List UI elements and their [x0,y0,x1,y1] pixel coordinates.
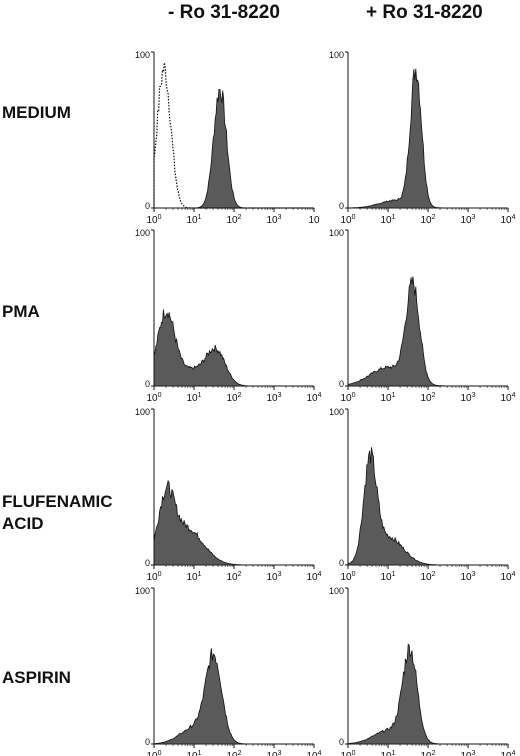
x-tick-label: 104 [500,392,515,404]
x-tick-label: 103 [460,750,475,756]
x-tick-label: 101 [380,214,395,226]
x-tick-label: 100 [146,392,161,404]
histogram-dotted-series [153,62,314,209]
y-tick-label: 0 [339,201,344,211]
x-tick-label: 101 [186,392,201,404]
histogram-panel: 0 100 100 101 102 103 10 [135,50,320,226]
y-tick-label: 100 [135,586,150,596]
x-tick-label: 102 [420,571,435,583]
x-tick-label: 104 [306,392,321,404]
x-tick-label: 100 [340,571,355,583]
x-tick-label: 104 [500,571,515,583]
histogram-filled-series [153,648,314,745]
x-tick-label: 103 [460,214,475,226]
histogram-filled-series [347,68,508,209]
y-tick-label: 100 [329,407,344,417]
row-label-line: MEDIUM [2,103,71,122]
y-tick-label: 100 [329,586,344,596]
x-tick-label: 101 [186,750,201,756]
histogram-filled-series [154,89,314,209]
row-label-flufenamic-acid: FLUFENAMIC ACID [2,491,112,535]
x-tick-label: 104 [306,571,321,583]
x-tick-label: 103 [266,214,281,226]
x-tick-label: 10 [308,215,320,226]
row-label-pma: PMA [2,301,40,323]
y-tick-label: 100 [329,228,344,238]
row-label-medium: MEDIUM [2,102,71,124]
x-tick-label: 102 [226,392,241,404]
row-label-line: ASPIRIN [2,668,71,687]
x-tick-label: 104 [500,214,515,226]
x-tick-label: 102 [420,392,435,404]
y-tick-label: 0 [145,379,150,389]
x-tick-label: 103 [460,571,475,583]
histogram-filled-series [153,479,314,566]
x-tick-label: 102 [226,214,241,226]
column-header-minus-ro: - Ro 31-8220 [168,2,280,23]
y-tick-label: 0 [339,379,344,389]
x-tick-label: 101 [186,214,201,226]
y-tick-label: 0 [339,558,344,568]
x-tick-label: 102 [226,750,241,756]
y-tick-label: 100 [135,228,150,238]
histogram-panel: 0 100 100 101 102 103 104 [329,407,516,583]
x-tick-label: 103 [266,750,281,756]
x-tick-label: 104 [500,750,515,756]
x-tick-label: 104 [306,750,321,756]
y-tick-label: 100 [135,407,150,417]
histogram-panel: 0 100 100 101 102 103 104 [135,407,322,583]
x-tick-label: 100 [340,750,355,756]
x-tick-label: 101 [380,571,395,583]
row-label-line: FLUFENAMIC [2,492,113,511]
y-tick-label: 0 [145,558,150,568]
x-tick-label: 103 [266,392,281,404]
x-tick-label: 100 [146,571,161,583]
histogram-panel: 0 100 100 101 102 103 104 [329,50,516,226]
x-tick-label: 101 [380,750,395,756]
x-tick-label: 100 [146,214,161,226]
y-tick-label: 0 [145,201,150,211]
x-tick-label: 102 [420,214,435,226]
histogram-panel: 0 100 100 101 102 103 104 [135,228,322,404]
x-tick-label: 103 [266,571,281,583]
x-tick-label: 102 [420,750,435,756]
x-tick-label: 100 [340,214,355,226]
x-tick-label: 100 [340,392,355,404]
x-tick-label: 103 [460,392,475,404]
histogram-panel: 0 100 100 101 102 103 104 [135,586,322,756]
y-tick-label: 100 [329,50,344,60]
histogram-panel: 0 100 100 101 102 103 104 [329,228,516,404]
histogram-filled-series [347,276,508,387]
column-header-plus-ro: + Ro 31-8220 [366,2,483,23]
x-tick-label: 101 [380,392,395,404]
row-label-line: ACID [2,514,44,533]
y-tick-label: 100 [135,50,150,60]
x-tick-label: 100 [146,750,161,756]
histogram-panel: 0 100 100 101 102 103 104 [329,586,516,756]
x-tick-label: 101 [186,571,201,583]
x-tick-label: 102 [226,571,241,583]
histogram-filled-series [347,447,508,566]
y-tick-label: 0 [339,737,344,747]
histogram-filled-series [347,643,508,745]
histogram-filled-series [153,309,314,387]
row-label-line: PMA [2,302,40,321]
y-tick-label: 0 [145,737,150,747]
row-label-aspirin: ASPIRIN [2,667,71,689]
